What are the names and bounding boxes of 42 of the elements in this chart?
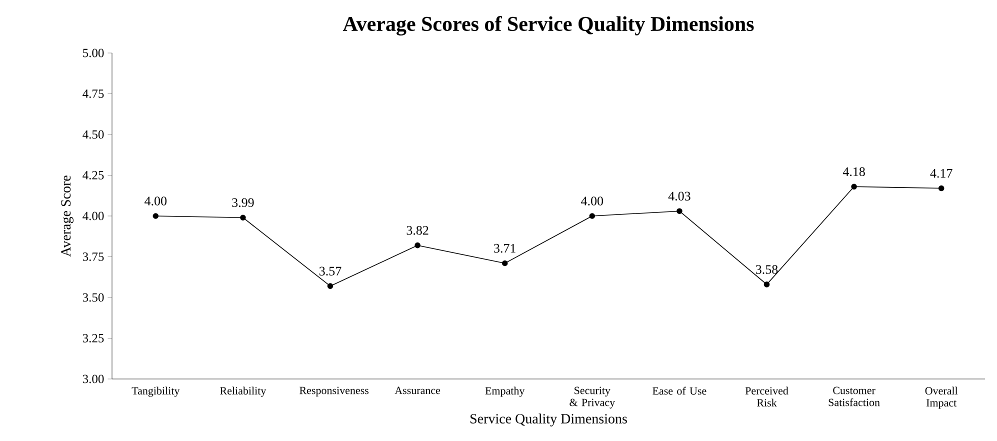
point [152, 213, 159, 219]
point [851, 184, 857, 190]
point [676, 208, 682, 214]
x-axis-title: Service Quality Dimensions [470, 414, 627, 426]
y-tick-label: 4.00 [82, 212, 104, 220]
x-tick-label: Reliability [220, 386, 266, 397]
x-tick-label: Empathy [485, 386, 525, 397]
point [938, 185, 944, 192]
point [414, 242, 420, 248]
y-tick-label: 4.75 [82, 90, 104, 98]
data-label: 4.00 [144, 196, 167, 206]
data-label: 4.18 [842, 167, 865, 176]
data-label: 3.82 [406, 226, 428, 235]
point [764, 282, 770, 288]
data-label: 4.03 [668, 192, 690, 201]
x-tick-label: Tangibility [132, 386, 180, 397]
y-axis-title: Average Score [61, 176, 74, 257]
data-label: 3.58 [756, 265, 778, 274]
x-tick-label: Customer Satisfaction [828, 386, 880, 406]
data-label: 3.99 [232, 198, 254, 208]
x-tick-label: Ease of Use [652, 386, 706, 395]
y-tick-label: 4.50 [82, 130, 104, 139]
y-tick-label: 3.50 [82, 293, 104, 302]
data-label: 3.57 [320, 266, 342, 276]
y-tick-label: 3.75 [82, 252, 104, 261]
data-label: 4.00 [581, 196, 604, 206]
point [589, 213, 596, 219]
x-tick-label: Assurance [394, 386, 440, 394]
data-label: 3.71 [494, 244, 516, 253]
y-tick-label: 4.25 [82, 171, 104, 180]
point [240, 214, 246, 221]
y-tick-label: 3.25 [82, 334, 104, 342]
x-tick-label: Perceived Risk [745, 386, 788, 407]
data-label: 4.17 [930, 168, 952, 178]
x-tick-label: Overall Impact [925, 386, 958, 409]
y-tick-label: 5.00 [83, 48, 104, 58]
x-tick-label: Responsiveness [300, 386, 369, 396]
point [502, 260, 508, 266]
x-tick-label: Security & Privacy [570, 386, 616, 408]
point [327, 283, 334, 289]
y-tick-label: 3.00 [82, 374, 104, 384]
chart-title: Average Scores of Service Quality Dimensions [342, 16, 754, 36]
